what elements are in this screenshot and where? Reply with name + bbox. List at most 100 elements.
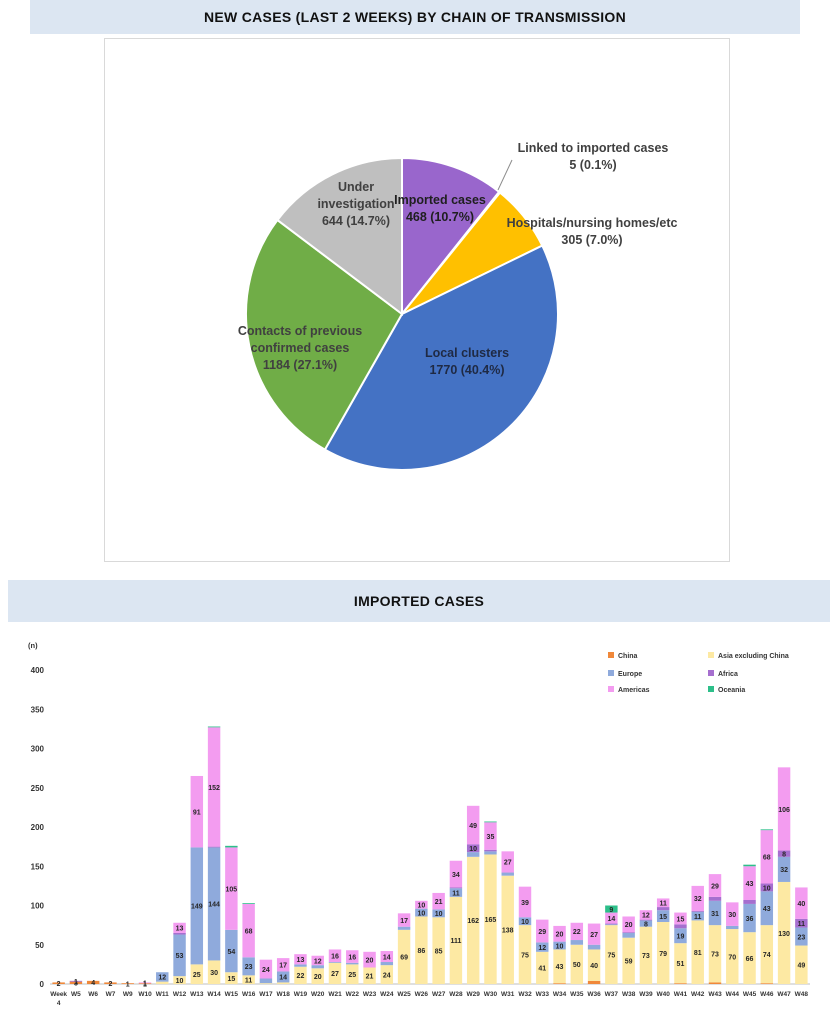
data-label: 11 <box>659 901 667 908</box>
data-label: 27 <box>331 971 339 978</box>
data-label: 35 <box>487 834 495 841</box>
bar-segment-europe <box>276 971 290 983</box>
data-label: 17 <box>400 918 408 925</box>
data-label: 14 <box>279 975 287 982</box>
data-label: 69 <box>400 955 408 962</box>
bar-segment-asia-excluding-china <box>553 949 566 984</box>
x-tick-label: W17 <box>259 991 273 998</box>
bar-segment-americas <box>328 949 342 963</box>
bar-segment-europe <box>415 908 428 917</box>
data-label: 85 <box>435 948 443 955</box>
bar-segment-europe <box>691 911 704 921</box>
bar-segment-europe <box>622 932 635 938</box>
bar-segment-oceania <box>225 845 238 848</box>
data-label: 74 <box>763 952 771 959</box>
label-contacts-line-3: 1184 (27.1%) <box>263 358 337 372</box>
bar-segment-asia-excluding-china <box>397 929 411 984</box>
bar-segment-china <box>138 983 152 985</box>
data-label: 70 <box>728 954 736 961</box>
bar-segment-asia-excluding-china <box>449 896 463 985</box>
x-tick-label: W47 <box>777 991 791 998</box>
x-tick-label: W46 <box>760 991 774 998</box>
x-tick-label: W29 <box>466 991 480 998</box>
label-imported-line-1: Imported cases <box>394 193 486 207</box>
data-label: 73 <box>642 953 650 960</box>
bar-segment-europe <box>449 888 463 897</box>
data-label: 21 <box>435 899 443 906</box>
data-label: 12 <box>314 958 322 965</box>
data-label: 138 <box>502 928 514 935</box>
bar-segment-europe <box>484 851 497 855</box>
bar-segment-asia-excluding-china <box>173 976 186 984</box>
data-label: 16 <box>331 954 339 961</box>
data-label: 86 <box>417 948 425 955</box>
x-tick-label: W7 <box>106 991 116 998</box>
bar-segment-asia-excluding-china <box>639 926 653 984</box>
bar-segment-europe <box>225 929 238 973</box>
bar-segment-africa <box>795 918 808 928</box>
data-label: 1 <box>126 981 130 988</box>
data-label: 10 <box>763 885 771 892</box>
x-tick-label-cont: 4 <box>57 1000 61 1007</box>
bar-segment-asia-excluding-china <box>484 854 497 984</box>
label-imported-line-2: 468 (10.7%) <box>406 210 474 224</box>
x-tick-label: W33 <box>536 991 550 998</box>
data-label: 10 <box>176 978 184 985</box>
bar-segment-americas <box>501 851 514 873</box>
label-linked-line-2: 5 (0.1%) <box>569 158 616 172</box>
label-contacts-line-1: Contacts of previous <box>238 324 362 338</box>
data-label: 13 <box>297 957 305 964</box>
bar-segment-africa <box>656 907 670 911</box>
bar-segment-americas <box>225 847 238 930</box>
bar-segment-china <box>587 980 601 984</box>
bar-segment-africa <box>639 919 653 921</box>
bar-segment-china <box>553 983 566 985</box>
data-label: 144 <box>208 902 220 909</box>
bar-segment-americas <box>276 958 290 972</box>
data-label: 20 <box>556 932 564 939</box>
x-tick-label: W40 <box>656 991 670 998</box>
bar-segment-asia-excluding-china <box>760 925 774 984</box>
bar-segment-europe <box>207 847 221 961</box>
bar-segment-americas <box>190 775 204 848</box>
bar-segment-americas <box>449 860 463 888</box>
bar-segment-asia-excluding-china <box>432 917 445 984</box>
y-axis-label: (n) <box>28 641 38 650</box>
bar-segment-europe <box>242 957 255 976</box>
x-tick-label: W48 <box>795 991 809 998</box>
bar-segment-china <box>760 983 774 985</box>
bar-segment-americas <box>311 955 324 966</box>
x-tick-label: W45 <box>743 991 757 998</box>
bar-segment-asia-excluding-china <box>570 944 584 984</box>
bar-segment-europe <box>259 978 273 984</box>
data-label: 79 <box>659 951 667 958</box>
x-tick-label: W28 <box>449 991 463 998</box>
data-label: 15 <box>227 976 235 983</box>
data-label: 10 <box>469 846 477 853</box>
bar-segment-asia-excluding-china <box>346 964 359 985</box>
data-label: 23 <box>797 934 805 941</box>
data-label: 29 <box>538 929 546 936</box>
bar-segment-asia-excluding-china <box>501 875 514 984</box>
data-label: 12 <box>158 975 166 982</box>
data-label: 1 <box>143 981 147 988</box>
data-label: 17 <box>279 963 287 970</box>
data-label: 1 <box>74 979 78 986</box>
data-label: 19 <box>677 934 685 941</box>
bar-segment-europe <box>311 965 324 969</box>
data-label: 36 <box>746 916 754 923</box>
pie-title: NEW CASES (LAST 2 WEEKS) BY CHAIN OF TRA… <box>203 9 627 25</box>
bar-section-header: IMPORTED CASES <box>8 580 830 622</box>
label-contacts-line-2: confirmed cases <box>251 341 350 355</box>
data-label: 2 <box>57 981 61 988</box>
label-under-investigation-line-2: investigation <box>317 197 394 211</box>
bar-segment-europe <box>795 927 808 946</box>
bar-segment-americas <box>708 874 722 897</box>
bar-segment-africa <box>484 849 497 852</box>
bar-segment-asia-excluding-china <box>363 967 376 984</box>
bar-segment-china <box>52 982 65 984</box>
bar-segment-americas <box>138 982 152 984</box>
x-tick-label: W6 <box>88 991 98 998</box>
bar-segment-americas <box>432 892 445 910</box>
bar-segment-africa <box>449 887 463 889</box>
